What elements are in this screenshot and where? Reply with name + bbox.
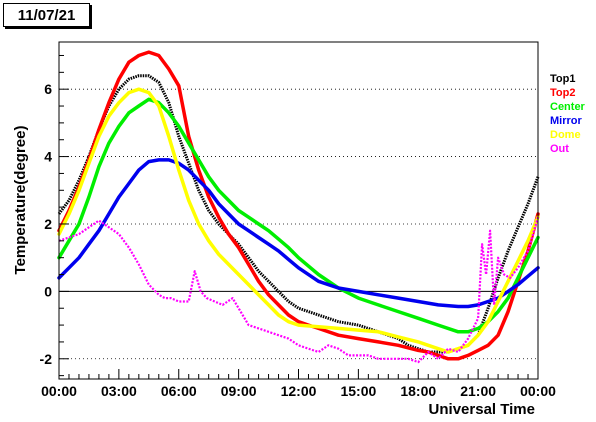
series-top1-line — [57, 74, 540, 354]
y-tick-label: 2 — [44, 216, 52, 232]
y-tick-label: 0 — [44, 283, 52, 299]
series-dome-line — [57, 87, 540, 354]
y-tick-label: 4 — [44, 149, 52, 165]
legend-out: Out — [550, 143, 569, 155]
series-out-line — [58, 216, 540, 364]
y-tick-label: 6 — [44, 81, 52, 97]
legend-top1: Top1 — [550, 73, 575, 85]
x-tick-label: 06:00 — [161, 383, 197, 399]
legend-center: Center — [550, 101, 586, 113]
x-tick-label: 15:00 — [340, 383, 376, 399]
x-axis-title: Universal Time — [429, 401, 535, 418]
x-tick-label: 09:00 — [221, 383, 257, 399]
x-tick-label: 12:00 — [281, 383, 317, 399]
x-tick-label: 00:00 — [520, 383, 556, 399]
date-label: 11/07/21 — [3, 3, 90, 27]
legend: Top1 Top2 Center Mirror Dome Out — [550, 73, 586, 155]
legend-top2: Top2 — [550, 87, 575, 99]
x-tick-label: 21:00 — [460, 383, 496, 399]
series-lines — [57, 50, 540, 364]
grid-lines — [59, 88, 538, 360]
legend-mirror: Mirror — [550, 115, 583, 127]
series-top2-line — [57, 50, 540, 361]
y-tick-label: -2 — [40, 351, 53, 367]
series-mirror-line — [57, 158, 540, 309]
x-tick-label: 00:00 — [41, 383, 77, 399]
legend-dome: Dome — [550, 129, 581, 141]
x-tick-label: 18:00 — [400, 383, 436, 399]
axes: -2 0 2 4 6 00:00 03:00 06:00 09:00 12:00 15:00 18:0… — [40, 54, 556, 399]
x-tick-label: 03:00 — [101, 383, 137, 399]
y-axis-title: Temperature(degree) — [12, 126, 29, 275]
series-center-line — [57, 97, 540, 334]
